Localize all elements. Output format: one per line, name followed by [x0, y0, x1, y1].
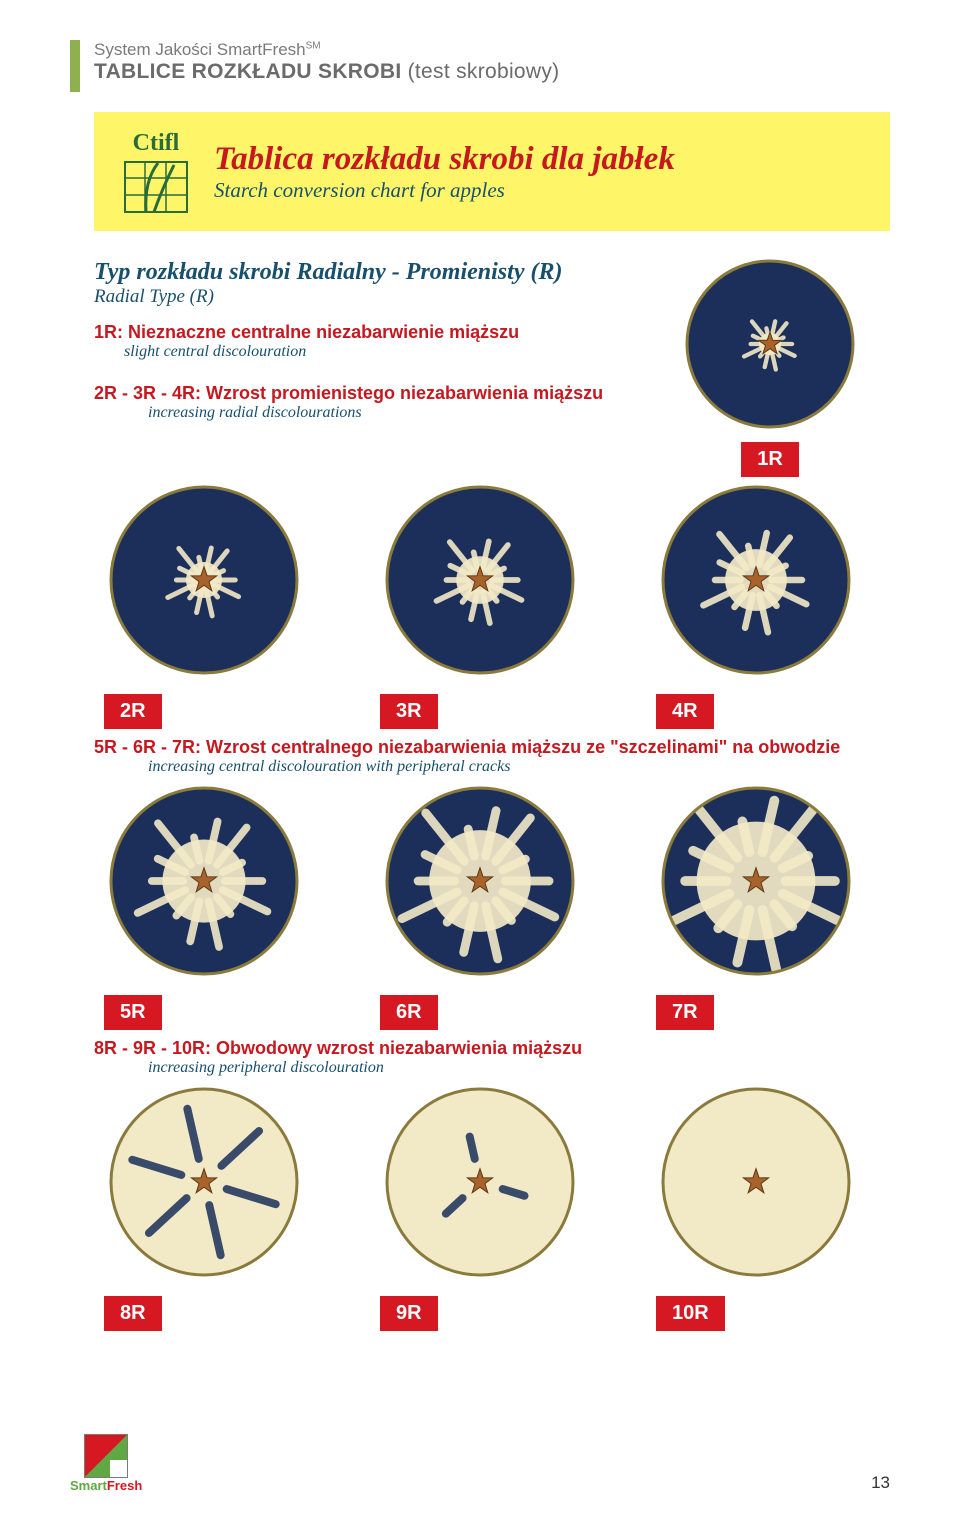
desc-234r-pl: 2R - 3R - 4R: Wzrost promienistego nieza… [94, 383, 670, 404]
header-text: System Jakości SmartFreshSM TABLICE ROZK… [94, 40, 559, 84]
badges-234: 2R 3R 4R [94, 686, 866, 729]
accent-bar [70, 40, 80, 92]
type-and-1r-row: Typ rozkładu skrobi Radialny - Promienis… [94, 259, 890, 477]
page-header: System Jakości SmartFreshSM TABLICE ROZK… [70, 40, 890, 92]
badge-7r: 7R [656, 995, 714, 1030]
desc-8910-pl: 8R - 9R - 10R: Obwodowy wzrost niezabarw… [94, 1038, 890, 1059]
badge-2r: 2R [104, 694, 162, 729]
smartfresh-logo: SmartFresh [70, 1434, 142, 1493]
apple-8r [109, 1087, 299, 1282]
badge-10r: 10R [656, 1296, 725, 1331]
system-label: System Jakości SmartFresh [94, 40, 306, 59]
apple-7r [661, 786, 851, 981]
desc-1r-pl: 1R: Nieznaczne centralne niezabarwienie … [94, 322, 670, 343]
apple-10r [661, 1087, 851, 1282]
ctifl-logo: Ctifl [124, 130, 188, 213]
type-title-en: Radial Type (R) [94, 286, 670, 308]
badge-1r: 1R [741, 442, 799, 477]
apple-6r [385, 786, 575, 981]
desc-234r-en: increasing radial discolourations [148, 404, 670, 422]
desc-8910-en: increasing peripheral discolouration [148, 1059, 890, 1077]
badge-4r: 4R [656, 694, 714, 729]
badge-3r: 3R [380, 694, 438, 729]
page-footer: SmartFresh 13 [70, 1434, 890, 1493]
apple-4r [661, 485, 851, 680]
row-234 [94, 485, 866, 680]
badges-8910: 8R 9R 10R [94, 1288, 866, 1331]
desc-1r-en: slight central discolouration [124, 343, 670, 361]
row-567 [94, 786, 866, 981]
tablice-light: (test skrobiowy) [402, 60, 560, 83]
apple-5r [109, 786, 299, 981]
smartfresh-icon [84, 1434, 128, 1478]
banner-titles: Tablica rozkładu skrobi dla jabłek Starc… [214, 141, 675, 203]
apple-1r [685, 259, 855, 434]
badge-6r: 6R [380, 995, 438, 1030]
ctifl-grid-icon [124, 161, 188, 213]
tablice-bold: TABLICE ROZKŁADU SKROBI [94, 60, 402, 83]
banner-title-en: Starch conversion chart for apples [214, 178, 675, 203]
apple-2r [109, 485, 299, 680]
logo-fresh: Fresh [107, 1478, 142, 1493]
desc-8910: 8R - 9R - 10R: Obwodowy wzrost niezabarw… [94, 1038, 890, 1077]
badge-8r: 8R [104, 1296, 162, 1331]
title-banner: Ctifl Tablica rozkładu skrobi dla jabłek… [94, 112, 890, 231]
desc-567-en: increasing central discolouration with p… [148, 758, 890, 776]
desc-567-pl: 5R - 6R - 7R: Wzrost centralnego niezaba… [94, 737, 890, 758]
badges-567: 5R 6R 7R [94, 987, 866, 1030]
badge-9r: 9R [380, 1296, 438, 1331]
row-8910 [94, 1087, 866, 1282]
badge-5r: 5R [104, 995, 162, 1030]
desc-567: 5R - 6R - 7R: Wzrost centralnego niezaba… [94, 737, 890, 776]
tm-mark: SM [306, 40, 321, 51]
logo-smart: Smart [70, 1478, 107, 1493]
ctifl-text: Ctifl [133, 130, 180, 157]
page-number: 13 [871, 1473, 890, 1493]
apple-3r [385, 485, 575, 680]
apple-9r [385, 1087, 575, 1282]
banner-title-pl: Tablica rozkładu skrobi dla jabłek [214, 141, 675, 178]
type-title-pl: Typ rozkładu skrobi Radialny - Promienis… [94, 259, 670, 286]
